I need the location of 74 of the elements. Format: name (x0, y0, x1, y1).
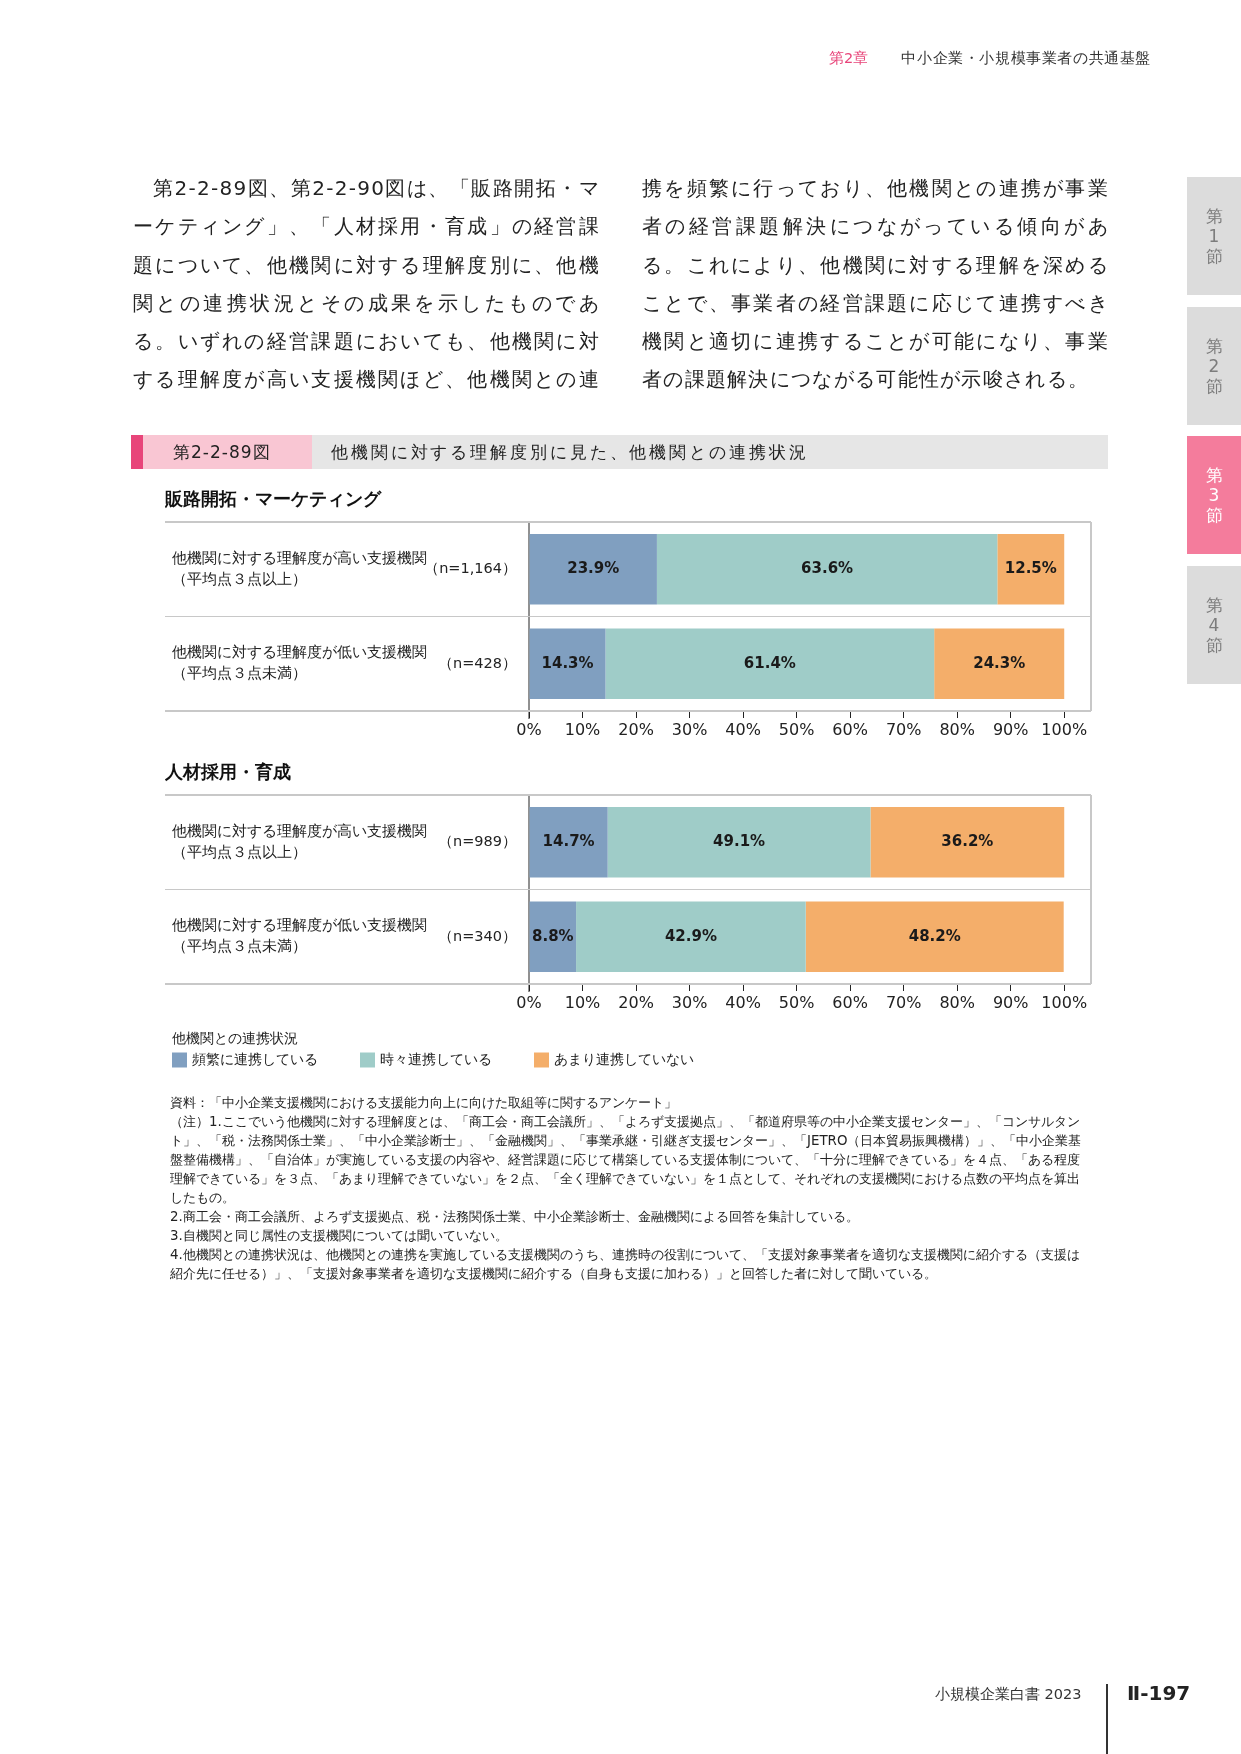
text: 第1節 (1205, 206, 1223, 266)
bar (870, 807, 1065, 878)
x-tick-label: 20% (618, 719, 654, 739)
text: 資料：「中小企業支援機関における支援能力向上に向けた取組等に関するアンケート」 (170, 1094, 678, 1112)
data-label: 12.5% (1004, 559, 1057, 578)
bar (605, 628, 935, 699)
y-tick-label: 他機関に対する理解度が高い支援機関（平均点３点以上） (172, 549, 427, 587)
x-tick-label: 90% (992, 719, 1029, 739)
x-tick-label: 50% (778, 719, 815, 739)
text: 第3節 (1205, 465, 1223, 525)
text: （n=340） (437, 927, 517, 944)
x-tick-label: 20% (618, 992, 654, 1012)
text: 第2節 (1205, 335, 1223, 396)
text: 第2章 (829, 49, 869, 68)
text: 小規模企業白書 2023 (935, 1685, 1082, 1704)
x-tick-label: 40% (725, 992, 761, 1012)
text: （注）1.ここでいう他機関に対する理解度とは、「商工会・商工会議所」、「よろず支援拠点」、「都道府県等の中小企業支援センター」、「コンサルタント」、「税・法務関係士業」、「中小企業診断士」、「金融機関」、「事業承継・引継ぎ支援センター」、「JETRO（日本貿易振興機構）」、「中小企業基盤整備機構」、「自治体」が実施している支援の内容や、経営課題に応じて構築している支援体制について、「十分に理解できている」を４点、「ある程度理解できている」を３点、「あまり理解できていない」を２点、「全く理解できていない」を１点として、それぞれの支援機関における点数の平均点を算出したもの。 (170, 1113, 1082, 1207)
text: 2.商工会・商工会議所、よろず支援拠点、税・法務関係士業、中小企業診断士、金融機関による回答を集計している。 (170, 1208, 860, 1226)
bar (805, 901, 1064, 972)
x-tick-label: 80% (939, 719, 975, 739)
text: 販路開拓・マーケティング (164, 489, 382, 510)
bar (529, 534, 657, 605)
data-label: 14.3% (541, 653, 594, 672)
text: 第4節 (1205, 595, 1223, 655)
x-tick-label: 0% (516, 992, 542, 1012)
bar (997, 534, 1065, 605)
bar (529, 628, 606, 699)
bar (576, 901, 806, 972)
data-label: 49.1% (713, 832, 766, 851)
data-label: 63.6% (801, 559, 854, 578)
data-label: 42.9% (664, 926, 717, 945)
y-tick-label: 他機関に対する理解度が低い支援機関（平均点３点未満） (172, 917, 427, 955)
x-tick-label: 70% (885, 719, 922, 739)
data-label: 48.2% (908, 926, 961, 945)
bar (934, 628, 1065, 699)
x-tick-label: 10% (564, 992, 601, 1012)
x-tick-label: 80% (939, 992, 975, 1012)
data-label: 36.2% (941, 832, 994, 851)
text: 人材採用・育成 (164, 761, 291, 783)
y-tick-label: 他機関に対する理解度が低い支援機関（平均点３点未満） (172, 644, 427, 682)
text: Ⅱ-197 (1127, 1681, 1191, 1705)
legend-label: 頻繁に連携している (192, 1050, 318, 1067)
x-tick-label: 60% (832, 719, 868, 739)
text: 第2-2-89図、第2-2-90図は、「販路開拓・マーケティング」、「人材採用・育成」の経営課題について、他機関に対する理解度別に、他機関との連携状況とその成果を示したものである。いずれの経営課題においても、他機関に対する理解度が高い支援機関ほど、他機関との連携を頻繁に行っており、他機関との連携が事業者の経営課題解決につながっている傾向がある。これにより、他機関に対する理解を深めることで、事業者の経営課題に応じて連携すべき機関と適切に連携することが可能になり、事業者の課題解決につながる可能性が示唆される。 (133, 176, 1109, 392)
data-label: 14.7% (542, 832, 595, 851)
data-label: 61.4% (743, 653, 796, 672)
text: （n=989） (437, 833, 517, 850)
x-tick-label: 10% (564, 719, 601, 739)
bar (529, 807, 608, 878)
text: 第2-2-89図 (131, 435, 312, 469)
text: （n=428） (437, 654, 517, 671)
data-label: 23.9% (567, 559, 620, 578)
text: 4.他機関との連携状況は、他機関との連携を実施している支援機関のうち、連携時の役割について、「支援対象事業者を適切な支援機関に紹介する（支援は紹介先に任せる）」、「支援対象事業者を適切な支援機関に紹介する（自身も支援に加わる）」と回答した者に対して聞いている。 (170, 1246, 1081, 1283)
x-tick-label: 30% (671, 992, 708, 1012)
bar (656, 534, 998, 605)
x-tick-label: 50% (778, 992, 815, 1012)
text: 3.自機関と同じ属性の支援機関については聞いていない。 (170, 1227, 509, 1245)
bar (607, 807, 871, 878)
legend-title: 他機関との連携状況 (172, 1029, 298, 1046)
x-tick-label: 0% (516, 719, 542, 739)
legend-label: 時々連携している (380, 1050, 492, 1067)
x-tick-label: 100% (1041, 719, 1088, 739)
data-label: 8.8% (532, 926, 574, 945)
x-tick-label: 30% (671, 719, 708, 739)
chart-title: 他機関に対する理解度別に見た、他機関との連携状況 (312, 435, 1108, 469)
x-tick-label: 70% (885, 992, 922, 1012)
data-label: 24.3% (973, 653, 1026, 672)
text: 中小企業・小規模事業者の共通基盤 (901, 48, 1151, 68)
x-tick-label: 100% (1041, 992, 1088, 1012)
x-tick-label: 40% (725, 719, 761, 739)
y-tick-label: 他機関に対する理解度が高い支援機関（平均点３点以上） (172, 822, 427, 860)
x-tick-label: 90% (992, 992, 1029, 1012)
x-tick-label: 60% (832, 992, 868, 1012)
legend-label: あまり連携していない (554, 1050, 694, 1067)
